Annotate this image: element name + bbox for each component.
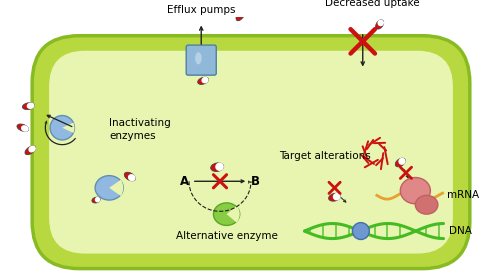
- Ellipse shape: [235, 9, 245, 21]
- Text: Inactivating
enzymes: Inactivating enzymes: [109, 118, 171, 141]
- Ellipse shape: [390, 8, 398, 15]
- Ellipse shape: [213, 203, 239, 225]
- Ellipse shape: [375, 20, 383, 29]
- Ellipse shape: [215, 0, 227, 7]
- Text: DNA: DNA: [448, 226, 471, 236]
- Ellipse shape: [27, 103, 35, 109]
- Ellipse shape: [399, 178, 429, 204]
- Text: Decreased uptake: Decreased uptake: [324, 0, 419, 8]
- Ellipse shape: [95, 197, 100, 202]
- FancyBboxPatch shape: [186, 45, 216, 75]
- Ellipse shape: [215, 163, 223, 171]
- Ellipse shape: [92, 197, 100, 203]
- Ellipse shape: [23, 103, 35, 110]
- Ellipse shape: [128, 174, 135, 181]
- Ellipse shape: [386, 8, 398, 15]
- Ellipse shape: [407, 0, 415, 1]
- Text: Alternative enzyme: Alternative enzyme: [175, 231, 277, 241]
- Ellipse shape: [377, 20, 383, 26]
- Ellipse shape: [394, 158, 405, 167]
- Ellipse shape: [403, 0, 414, 3]
- Ellipse shape: [188, 0, 198, 4]
- Ellipse shape: [332, 193, 340, 200]
- Text: B: B: [250, 175, 260, 188]
- Ellipse shape: [29, 146, 36, 153]
- FancyBboxPatch shape: [32, 36, 469, 269]
- Ellipse shape: [197, 77, 208, 85]
- Ellipse shape: [219, 1, 227, 8]
- Text: Target alterations: Target alterations: [279, 151, 370, 161]
- Ellipse shape: [328, 193, 340, 201]
- Text: A: A: [179, 175, 188, 188]
- Ellipse shape: [191, 0, 199, 1]
- Ellipse shape: [398, 158, 405, 165]
- Ellipse shape: [210, 163, 223, 172]
- Ellipse shape: [352, 223, 369, 239]
- Ellipse shape: [50, 116, 74, 140]
- Text: mRNA: mRNA: [446, 190, 478, 200]
- Ellipse shape: [201, 77, 208, 83]
- Ellipse shape: [195, 52, 201, 64]
- Wedge shape: [62, 123, 74, 133]
- Ellipse shape: [95, 176, 123, 200]
- Ellipse shape: [17, 124, 29, 131]
- Wedge shape: [226, 206, 239, 223]
- Wedge shape: [109, 180, 123, 196]
- Text: Efflux pumps: Efflux pumps: [167, 5, 235, 15]
- Ellipse shape: [414, 195, 437, 214]
- FancyBboxPatch shape: [49, 51, 452, 254]
- Ellipse shape: [25, 146, 36, 155]
- Ellipse shape: [124, 172, 135, 181]
- Ellipse shape: [238, 9, 245, 17]
- Ellipse shape: [21, 125, 29, 132]
